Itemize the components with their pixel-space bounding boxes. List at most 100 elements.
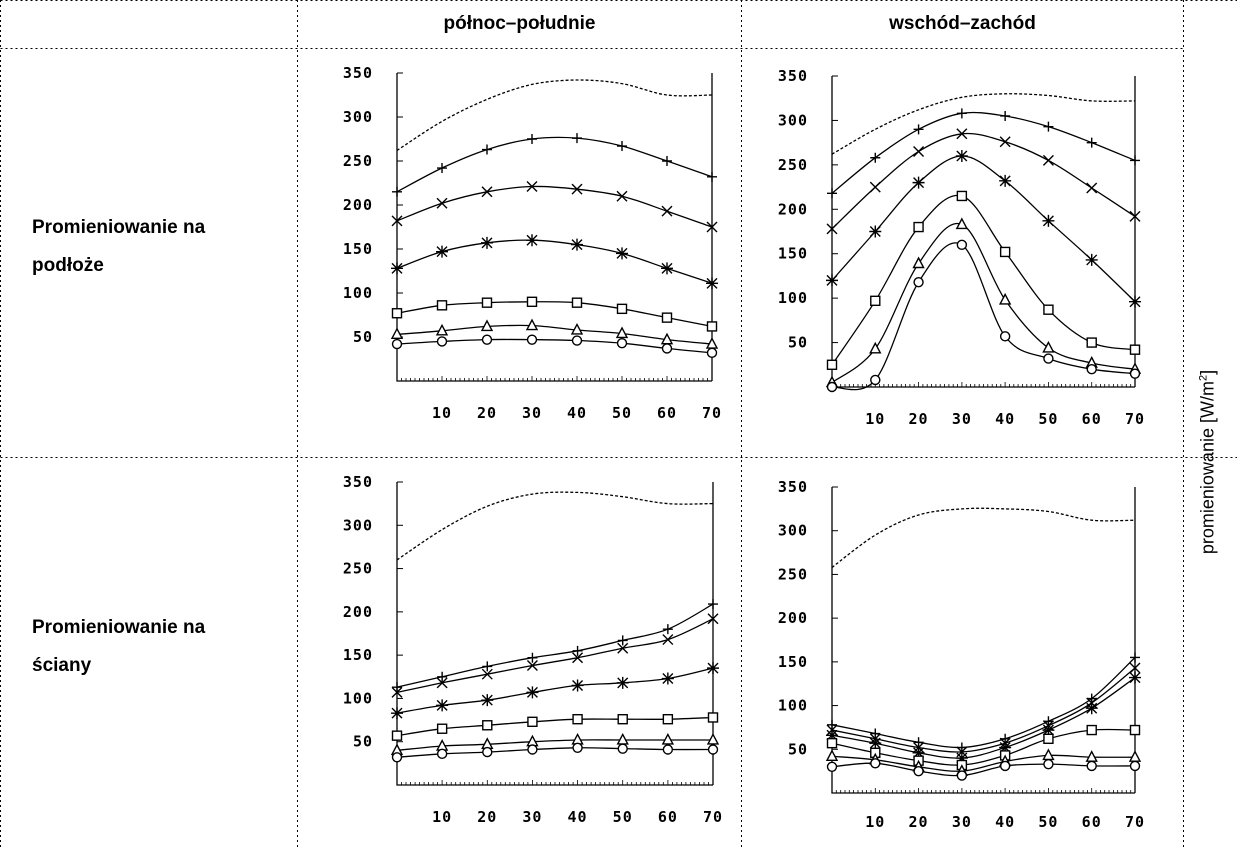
y-tick-label: 200 <box>343 196 373 214</box>
data-point-x <box>706 221 718 233</box>
data-point-plus <box>572 645 583 656</box>
data-point-square <box>436 723 448 734</box>
data-point-circle <box>870 374 881 386</box>
data-point-square <box>391 308 403 319</box>
data-point-star <box>912 176 925 189</box>
x-axis-minor-ticks <box>401 376 708 381</box>
row-label-walls: Promieniowanie na ściany <box>32 609 205 685</box>
data-point-plus <box>1000 110 1011 121</box>
data-point-circle <box>616 337 628 349</box>
y-tick-label: 250 <box>343 152 373 170</box>
x-tick-label: 60 <box>658 808 678 826</box>
data-point-square <box>1043 733 1054 744</box>
data-point-x <box>956 128 968 140</box>
x-tick-label: 20 <box>909 410 929 428</box>
data-point-circle <box>826 761 838 772</box>
data-point-x <box>617 642 629 654</box>
data-point-x <box>391 215 403 227</box>
data-point-triangle <box>480 319 494 332</box>
data-point-triangle <box>706 732 720 745</box>
y-tick-label: 200 <box>778 200 808 218</box>
y-tick-label: 150 <box>778 245 808 263</box>
data-point-plus <box>1043 121 1054 132</box>
data-point-square <box>616 303 628 315</box>
data-point-x <box>436 197 448 209</box>
data-point-circle <box>707 744 719 755</box>
x-tick-label: 70 <box>1125 813 1145 831</box>
data-point-plus <box>572 133 582 144</box>
row-label-ground-line1: Promieniowanie na <box>32 217 206 238</box>
data-point-square <box>391 730 403 741</box>
data-point-square <box>706 321 718 332</box>
y-tick-label: 50 <box>353 733 373 751</box>
data-point-x <box>526 181 538 193</box>
data-point-star <box>1129 295 1141 308</box>
y-tick-label: 350 <box>778 67 808 85</box>
data-point-circle <box>526 334 538 345</box>
data-point-x <box>869 181 881 193</box>
data-point-x <box>481 668 493 680</box>
data-point-plus <box>617 141 627 152</box>
data-point-circle <box>956 770 968 781</box>
data-point-x <box>913 146 925 158</box>
row-label-ground: Promieniowanie na podłoże <box>32 209 205 285</box>
data-point-x <box>436 677 448 689</box>
series-line-star <box>831 677 1136 759</box>
data-point-square <box>572 714 583 725</box>
x-tick-label: 20 <box>477 808 497 826</box>
data-point-triangle <box>1042 340 1055 353</box>
y-tick-label: 100 <box>343 284 373 302</box>
x-tick-label: 40 <box>567 404 587 422</box>
data-point-star <box>481 236 493 249</box>
x-tick-label: 60 <box>1082 813 1102 831</box>
x-axis-minor-ticks <box>401 780 709 785</box>
data-point-triangle <box>435 323 449 336</box>
y-tick-label: 300 <box>343 516 373 534</box>
data-point-square <box>870 295 881 307</box>
series-line-triangle <box>831 222 1136 384</box>
data-point-star <box>999 174 1012 187</box>
data-point-x <box>571 183 583 195</box>
data-point-x <box>1129 662 1141 674</box>
y-tick-label: 150 <box>778 653 808 671</box>
data-point-triangle <box>661 732 675 745</box>
y-tick-label: 300 <box>778 111 808 129</box>
data-point-x <box>707 613 719 625</box>
data-point-circle <box>571 335 583 346</box>
data-point-circle <box>870 758 881 769</box>
data-point-square <box>661 312 673 323</box>
data-point-star <box>1042 724 1055 737</box>
data-point-circle <box>1086 364 1097 375</box>
data-point-circle <box>482 746 493 758</box>
x-axis-minor-ticks <box>835 788 1132 793</box>
data-point-star <box>436 245 448 258</box>
data-point-x <box>616 190 628 202</box>
y-tick-label: 300 <box>343 108 373 126</box>
data-point-star <box>1085 702 1098 715</box>
data-point-triangle <box>1128 750 1142 762</box>
axis-frame <box>396 482 713 786</box>
y-tick-label: 100 <box>778 697 808 715</box>
y-tick-label: 50 <box>788 334 808 352</box>
data-point-plus <box>913 737 924 748</box>
data-point-star <box>571 679 584 692</box>
data-point-square <box>571 297 583 308</box>
data-point-plus <box>662 624 673 635</box>
x-tick-label: 70 <box>703 808 723 826</box>
data-point-square <box>662 714 674 725</box>
row-label-ground-line2: podłoże <box>32 255 104 276</box>
data-point-plus <box>482 144 492 155</box>
y-tick-label: 50 <box>353 328 373 346</box>
data-point-circle <box>572 742 583 753</box>
axis-frame <box>831 487 1135 794</box>
y-tick-label: 50 <box>788 740 808 758</box>
data-point-square <box>913 221 924 233</box>
data-point-circle <box>436 748 448 760</box>
data-point-triangle <box>869 341 882 354</box>
data-point-star <box>391 262 403 275</box>
x-tick-label: 60 <box>1082 410 1102 428</box>
data-point-circle <box>956 239 968 251</box>
data-point-square <box>481 297 493 308</box>
